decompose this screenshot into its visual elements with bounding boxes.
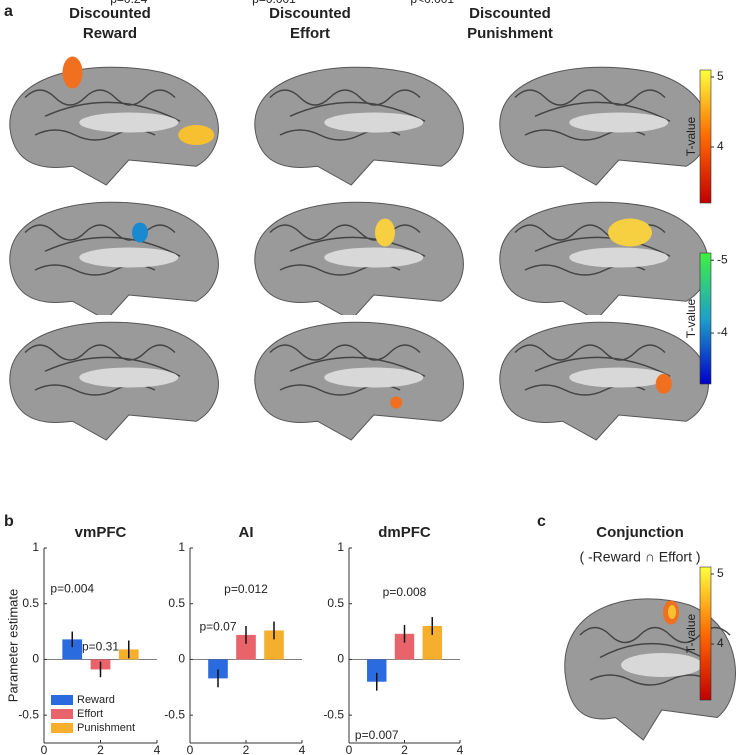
y-tick-label: 0.5: [327, 596, 344, 610]
brain-images: [5, 56, 745, 741]
x-tick-label: 0: [346, 743, 353, 755]
legend-swatch: [51, 695, 73, 705]
bar: [264, 630, 284, 660]
legend-swatch: [51, 723, 73, 733]
x-tick-label: 4: [299, 743, 306, 755]
legend-label: Reward: [77, 694, 115, 706]
conjunction-subtitle: ( -Reward ∩ Effort ): [579, 549, 700, 565]
y-tick-label: -0.5: [164, 707, 185, 721]
colorbar-tick-label: 5: [717, 566, 724, 580]
bar: [367, 659, 387, 682]
corpus-callosum: [79, 112, 179, 133]
corpus-callosum: [621, 653, 703, 677]
bar: [62, 639, 83, 660]
chart-title: vmPFC: [75, 524, 127, 541]
legend-label: Punishment: [77, 722, 135, 734]
y-tick-label: 0.5: [22, 596, 39, 610]
x-tick-label: 2: [97, 743, 104, 755]
bar: [394, 633, 415, 660]
legend-swatch: [51, 709, 73, 719]
p-value: p=0.004: [50, 582, 94, 596]
colorbar-tick-label: -4: [717, 325, 728, 339]
activation: [132, 222, 148, 243]
panel-label: b: [4, 513, 14, 530]
chart-title: dmPFC: [378, 524, 431, 541]
panel-label: c: [537, 513, 546, 530]
p-value: p=0.24: [110, 0, 147, 6]
colorbar-label: T-value: [684, 614, 698, 654]
column-title: Effort: [290, 25, 330, 42]
column-title: Discounted: [269, 5, 351, 22]
y-tick-label: -0.5: [18, 707, 39, 721]
column-title: Discounted: [69, 5, 151, 22]
corpus-callosum: [79, 367, 179, 388]
p-value: p<0.001: [410, 0, 454, 6]
x-tick-label: 4: [457, 743, 464, 755]
x-tick-label: 2: [401, 743, 408, 755]
y-axis-label: Parameter estimate: [5, 589, 20, 702]
colorbar-label: T-value: [684, 117, 698, 157]
p-value: p=0.012: [224, 582, 268, 596]
colorbar-label: T-value: [684, 299, 698, 339]
colorbar: [699, 252, 712, 385]
conjunction-title: Conjunction: [596, 524, 683, 541]
corpus-callosum: [569, 112, 669, 133]
x-tick-label: 0: [41, 743, 48, 755]
chart-title: AI: [239, 524, 254, 541]
p-value: p=0.07: [199, 620, 236, 634]
colorbar-tick-label: 4: [717, 636, 724, 650]
y-tick-label: 0.5: [168, 596, 185, 610]
corpus-callosum: [569, 367, 669, 388]
legend-label: Effort: [77, 708, 103, 720]
y-tick-label: 0: [337, 652, 344, 666]
panel-label: a: [4, 3, 13, 20]
activation: [62, 56, 83, 89]
p-value: p=0.31: [82, 640, 119, 654]
activation: [608, 218, 652, 247]
activation: [375, 218, 395, 247]
y-tick-label: 1: [32, 540, 39, 554]
colorbar-tick-label: -5: [717, 252, 728, 266]
y-tick-label: 1: [178, 540, 185, 554]
y-tick-label: 0: [32, 652, 39, 666]
activation: [178, 125, 215, 145]
bar: [422, 626, 442, 660]
activation: [668, 605, 676, 619]
column-title: Reward: [83, 25, 137, 42]
corpus-callosum: [79, 247, 179, 268]
corpus-callosum: [569, 247, 669, 268]
colorbar: [699, 566, 712, 701]
corpus-callosum: [324, 247, 424, 268]
bar: [208, 659, 228, 679]
x-tick-label: 4: [154, 743, 161, 755]
y-tick-label: 0: [178, 652, 185, 666]
y-tick-label: -0.5: [323, 707, 344, 721]
p-value: p=0.001: [252, 0, 296, 6]
activation: [655, 373, 672, 394]
colorbar-tick-label: 5: [717, 69, 724, 83]
corpus-callosum: [324, 367, 424, 388]
p-value: p=0.007: [355, 728, 399, 742]
x-tick-label: 2: [243, 743, 250, 755]
y-tick-label: 1: [337, 540, 344, 554]
colorbar: [699, 69, 712, 204]
column-title: Punishment: [467, 25, 553, 42]
colorbar-tick-label: 4: [717, 139, 724, 153]
corpus-callosum: [324, 112, 424, 133]
x-tick-label: 0: [187, 743, 194, 755]
activation: [390, 396, 403, 409]
column-title: Discounted: [469, 5, 551, 22]
bar: [236, 634, 256, 660]
p-value: p=0.008: [383, 585, 427, 599]
